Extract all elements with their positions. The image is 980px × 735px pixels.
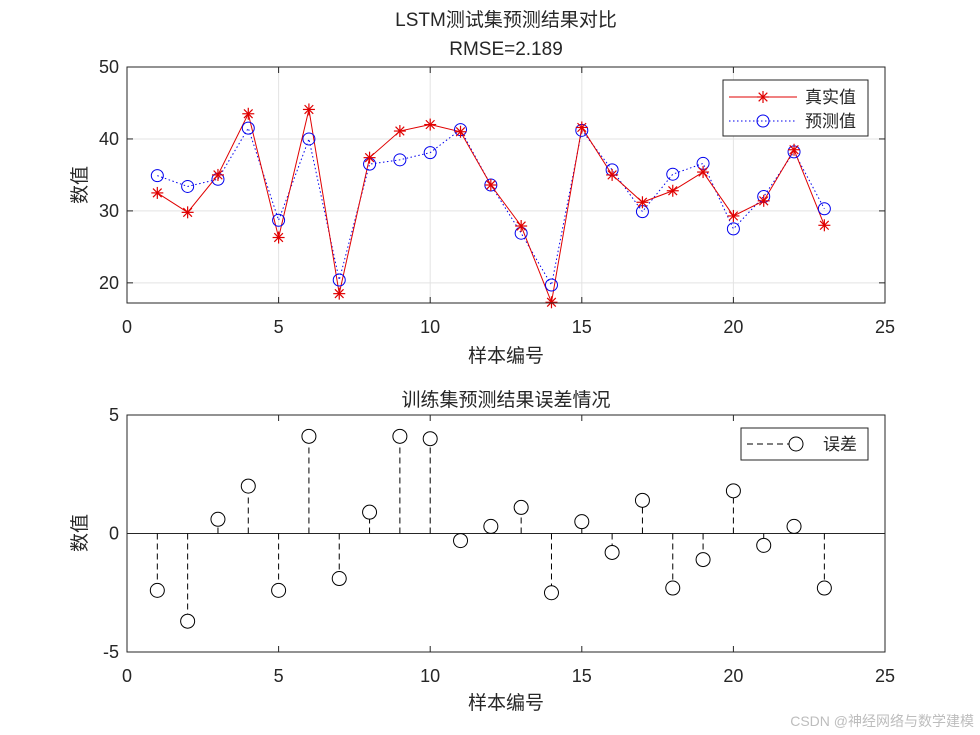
stem-marker [301,428,317,444]
chart2-ytick-label: 0 [109,524,119,544]
stem-marker [392,428,408,444]
chart1-xtick-label: 15 [572,317,592,337]
chart1-ytick-label: 30 [99,201,119,221]
legend-marker-predicted [756,114,770,128]
chart1-subtitle: RMSE=2.189 [449,39,563,60]
point-true [454,125,467,138]
stem-marker [604,544,620,560]
chart1-ylabel: 数值 [69,166,91,204]
stem-marker [240,478,256,494]
legend-marker-error [788,436,804,452]
point-true [515,220,528,233]
legend-marker-true [757,91,769,103]
stem-marker [665,580,681,596]
stem-marker [180,613,196,629]
stem-marker [756,537,772,553]
stem-marker [149,582,165,598]
chart1-xlabel: 样本编号 [468,345,544,367]
stem-marker [543,585,559,601]
legend-label-predicted: 预测值 [805,112,856,131]
chart1-axes-box [126,66,886,304]
chart2-ytick-label: 5 [109,405,119,425]
point-true [727,209,740,222]
point-true [606,168,619,181]
chart2-ylabel: 数值 [69,514,91,552]
point-true [636,196,649,209]
stem-marker [634,492,650,508]
point-predicted [423,146,437,160]
chart1-xtick-label: 20 [723,317,743,337]
point-true [242,107,255,120]
point-true [575,121,588,134]
chart1-xtick-label: 5 [274,317,284,337]
point-true [545,296,558,309]
chart2-xtick-label: 25 [875,666,895,686]
watermark: CSDN @神经网络与数学建模 [790,713,974,729]
chart1-ytick-label: 20 [99,273,119,293]
chart1-ytick-label: 50 [99,57,119,77]
stem-marker [725,483,741,499]
point-predicted [393,153,407,167]
legend-label-error: 误差 [823,435,857,454]
stem-marker [816,580,832,596]
chart2-xtick-label: 15 [572,666,592,686]
point-predicted [544,278,558,292]
point-true [818,219,831,232]
stem-marker [362,504,378,520]
point-true [757,194,770,207]
stem-marker [513,499,529,515]
stem-marker [210,511,226,527]
stem-marker [695,552,711,568]
stem-marker [422,431,438,447]
chart2-axes-box [126,414,886,653]
point-true [363,151,376,164]
chart2-xtick-label: 0 [122,666,132,686]
legend-label-true: 真实值 [805,88,856,107]
chart1-xtick-label: 10 [420,317,440,337]
stem-marker [331,571,347,587]
stem-marker [574,514,590,530]
point-predicted [817,202,831,216]
point-predicted [241,121,255,135]
stem-marker [786,518,802,534]
stem-marker [483,518,499,534]
point-predicted [302,132,316,146]
chart2-xlabel: 样本编号 [468,692,544,714]
chart1-title: LSTM测试集预测结果对比 [395,9,617,31]
point-true [333,287,346,300]
stem-marker [271,582,287,598]
chart1-ytick-label: 40 [99,129,119,149]
point-true [211,168,224,181]
point-true [151,186,164,199]
chart2-legend: 误差 [740,427,869,461]
point-true [302,103,315,116]
point-true [666,184,679,197]
point-predicted [726,222,740,236]
chart1-xtick-label: 25 [875,317,895,337]
point-true [272,231,285,244]
point-predicted [150,169,164,183]
point-predicted [332,273,346,287]
point-predicted [181,179,195,193]
point-predicted [666,167,680,181]
chart2-xtick-label: 20 [723,666,743,686]
point-true [393,125,406,138]
point-true [484,179,497,191]
chart2-ytick-label: -5 [103,642,119,662]
point-true [697,166,710,179]
point-true [788,143,801,156]
chart2-xtick-label: 5 [274,666,284,686]
point-predicted [272,213,286,227]
point-true [181,206,194,219]
chart1-xtick-label: 0 [122,317,132,337]
chart2-title: 训练集预测结果误差情况 [401,389,610,411]
stem-marker [453,533,469,549]
chart2-xtick-label: 10 [420,666,440,686]
chart1-legend-box [722,79,869,137]
point-true [424,118,437,131]
